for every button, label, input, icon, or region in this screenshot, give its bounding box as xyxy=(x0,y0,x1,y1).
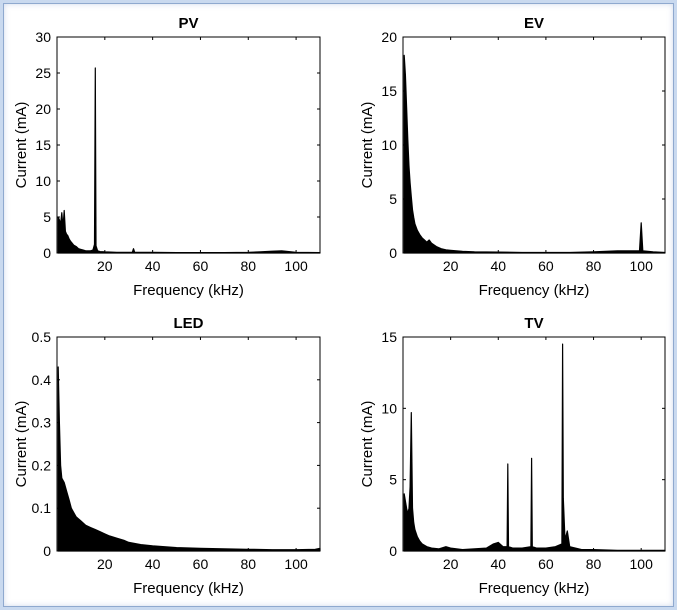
x-tick-label: 80 xyxy=(586,556,602,572)
y-axis-label: Current (mA) xyxy=(13,401,30,488)
y-tick-label: 0.2 xyxy=(32,457,52,473)
x-tick-label: 100 xyxy=(284,556,308,572)
x-tick-label: 20 xyxy=(443,556,459,572)
y-axis-label: Current (mA) xyxy=(13,102,30,189)
y-tick-label: 25 xyxy=(35,65,51,81)
y-tick-label: 0.4 xyxy=(32,372,52,388)
x-tick-label: 40 xyxy=(490,556,506,572)
y-tick-label: 20 xyxy=(35,101,51,117)
y-tick-label: 5 xyxy=(389,472,397,488)
y-tick-label: 15 xyxy=(381,329,397,345)
y-tick-label: 5 xyxy=(389,191,397,207)
x-tick-label: 40 xyxy=(145,556,161,572)
subplot-pv: 20 40 60 80 100 0 5 10 15 20 25 30 PV Frequency (kHz)… xyxy=(13,15,321,299)
y-tick-label: 15 xyxy=(381,83,397,99)
x-axis-label: Frequency (kHz) xyxy=(133,580,244,597)
y-tick-label: 0 xyxy=(389,245,397,261)
y-tick-label: 5 xyxy=(43,209,51,225)
y-tick-label: 0.3 xyxy=(32,415,52,431)
x-axis-label: Frequency (kHz) xyxy=(479,580,590,597)
y-tick-label: 20 xyxy=(381,29,397,45)
x-tick-label: 20 xyxy=(97,258,113,274)
x-tick-label: 100 xyxy=(630,258,654,274)
y-tick-label: 10 xyxy=(35,173,51,189)
x-axis-label: Frequency (kHz) xyxy=(133,282,244,299)
series-spectrum-ev xyxy=(403,54,666,254)
y-tick-label: 0.5 xyxy=(32,329,52,345)
plot-area xyxy=(56,336,321,552)
x-tick-label: 40 xyxy=(145,258,161,274)
y-axis-label: Current (mA) xyxy=(359,102,376,189)
x-tick-label: 20 xyxy=(443,258,459,274)
plot-area xyxy=(402,336,666,552)
x-tick-label: 80 xyxy=(240,556,256,572)
chart-title: PV xyxy=(178,15,198,32)
x-tick-label: 20 xyxy=(97,556,113,572)
x-tick-label: 100 xyxy=(284,258,308,274)
y-axis-label: Current (mA) xyxy=(359,401,376,488)
y-tick-label: 0.1 xyxy=(32,500,52,516)
x-tick-label: 60 xyxy=(538,258,554,274)
y-tick-label: 0 xyxy=(43,543,51,559)
x-tick-label: 100 xyxy=(630,556,654,572)
series-spectrum-tv xyxy=(403,343,666,552)
y-tick-label: 15 xyxy=(35,137,51,153)
plot-area xyxy=(402,36,666,254)
x-tick-label: 60 xyxy=(193,556,209,572)
x-tick-label: 40 xyxy=(490,258,506,274)
y-tick-label: 10 xyxy=(381,137,397,153)
x-tick-label: 60 xyxy=(193,258,209,274)
y-tick-label: 0 xyxy=(389,543,397,559)
subplot-led: 20 40 60 80 100 0 0.1 0.2 0.3 0.4 0.5 LED Frequency … xyxy=(13,315,321,597)
y-tick-label: 0 xyxy=(43,245,51,261)
x-tick-label: 80 xyxy=(586,258,602,274)
x-tick-label: 80 xyxy=(240,258,256,274)
y-tick-label: 10 xyxy=(381,400,397,416)
plot-area xyxy=(56,36,321,254)
chart-title: TV xyxy=(524,315,543,332)
subplot-tv: 20 40 60 80 100 0 5 10 15 TV Frequency (kHz) Curren… xyxy=(359,315,666,597)
y-tick-label: 30 xyxy=(35,29,51,45)
chart-title: LED xyxy=(174,315,204,332)
series-spectrum-led xyxy=(57,366,321,552)
x-axis-label: Frequency (kHz) xyxy=(479,282,590,299)
subplot-ev: 20 40 60 80 100 0 5 10 15 20 EV Frequency (kHz) Curr… xyxy=(359,15,666,299)
series-spectrum-pv xyxy=(57,67,321,254)
chart-title: EV xyxy=(524,15,544,32)
x-tick-label: 60 xyxy=(538,556,554,572)
